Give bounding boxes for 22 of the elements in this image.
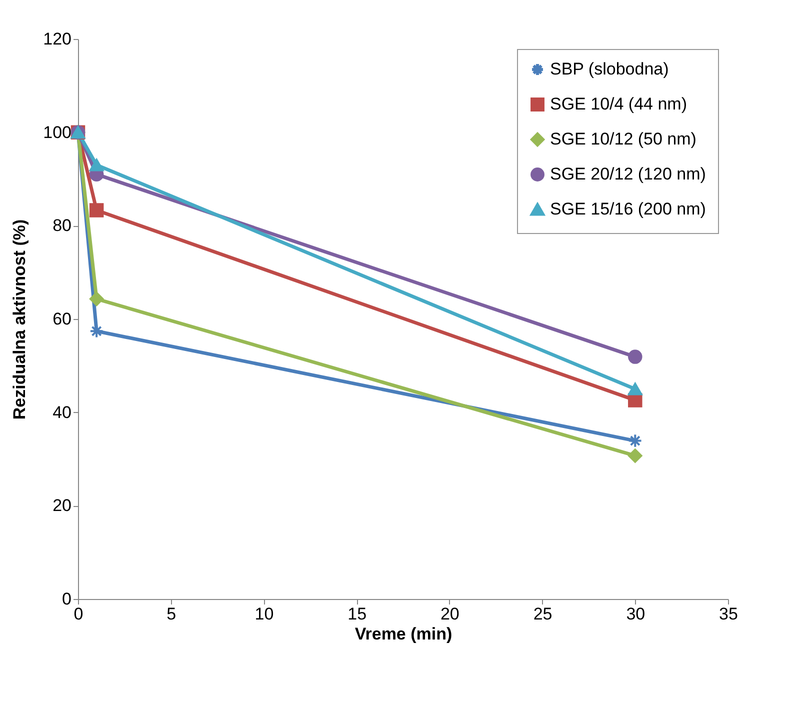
x-tick-label: 35 [719, 604, 738, 624]
y-tick-label: 20 [52, 496, 72, 516]
legend-label: SBP (slobodna) [550, 60, 669, 78]
x-tick-label: 5 [166, 604, 176, 624]
legend-label: SGE 10/12 (50 nm) [550, 130, 696, 148]
x-tick-label: 30 [626, 604, 646, 624]
legend-label: SGE 15/16 (200 nm) [550, 200, 706, 218]
y-tick-label: 40 [52, 402, 72, 422]
x-tick-label: 15 [348, 604, 367, 624]
y-tick-label: 0 [62, 590, 72, 608]
y-tick-label: 80 [52, 216, 72, 236]
x-axis-title: Vreme (min) [354, 624, 452, 644]
x-tick-label: 25 [533, 604, 552, 624]
legend-label: SGE 10/4 (44 nm) [550, 94, 688, 114]
x-tick-label: 0 [74, 604, 84, 624]
legend-label: SGE 20/12 (120 nm) [550, 164, 706, 184]
x-tick-label: 20 [440, 604, 460, 624]
y-tick-label: 100 [43, 122, 72, 142]
y-tick-label: 60 [52, 310, 72, 328]
y-tick-label: 120 [43, 30, 72, 48]
y-axis-title: Rezidualna aktivnost (%) [10, 219, 30, 420]
x-tick-label: 10 [254, 604, 274, 624]
